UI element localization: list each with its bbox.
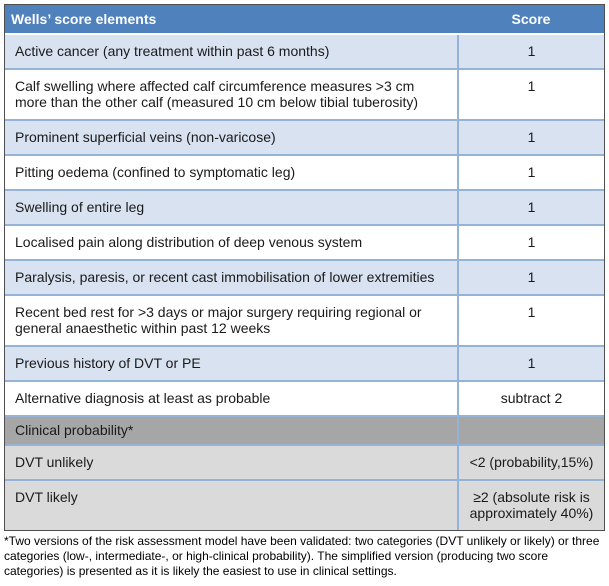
criterion-cell: Previous history of DVT or PE — [5, 345, 459, 382]
criterion-row-alternative-diagnosis: Alternative diagnosis at least as probab… — [5, 380, 604, 417]
wells-score-table: Wells’ score elements Score Active cance… — [5, 5, 604, 530]
score-cell: 1 — [457, 294, 604, 347]
criterion-cell: Recent bed rest for >3 days or major sur… — [5, 294, 459, 347]
section-score-cell — [457, 415, 604, 446]
score-cell: 1 — [457, 119, 604, 156]
score-cell: 1 — [457, 345, 604, 382]
criterion-cell: Localised pain along distribution of dee… — [5, 224, 459, 261]
probability-row-dvt-unlikely: DVT unlikely <2 (probability,15%) — [5, 444, 604, 481]
score-cell: ≥2 (absolute risk is approximately 40%) — [457, 479, 604, 530]
criterion-cell: Active cancer (any treatment within past… — [5, 33, 459, 70]
score-cell: 1 — [457, 33, 604, 70]
score-cell: 1 — [457, 224, 604, 261]
score-cell: 1 — [457, 68, 604, 121]
criterion-row-localised-pain: Localised pain along distribution of dee… — [5, 224, 604, 261]
score-cell: subtract 2 — [457, 380, 604, 417]
section-label-cell: Clinical probability* — [5, 415, 459, 446]
score-cell: 1 — [457, 259, 604, 296]
wells-score-table-frame: Wells’ score elements Score Active cance… — [4, 4, 605, 531]
criterion-cell: DVT unlikely — [5, 444, 459, 481]
criterion-cell: DVT likely — [5, 479, 459, 530]
criterion-row-swelling-entire-leg: Swelling of entire leg 1 — [5, 189, 604, 226]
probability-row-dvt-likely: DVT likely ≥2 (absolute risk is approxim… — [5, 479, 604, 530]
score-cell: 1 — [457, 154, 604, 191]
criterion-cell: Pitting oedema (confined to symptomatic … — [5, 154, 459, 191]
clinical-probability-section-row: Clinical probability* — [5, 415, 604, 446]
score-cell: 1 — [457, 189, 604, 226]
table-header-row: Wells’ score elements Score — [5, 5, 604, 35]
criterion-row-bed-rest: Recent bed rest for >3 days or major sur… — [5, 294, 604, 347]
elements-column-header: Wells’ score elements — [5, 5, 458, 35]
criterion-cell: Paralysis, paresis, or recent cast immob… — [5, 259, 459, 296]
criterion-row-previous-dvt-pe: Previous history of DVT or PE 1 — [5, 345, 604, 382]
criterion-cell: Alternative diagnosis at least as probab… — [5, 380, 459, 417]
criterion-row-calf-swelling: Calf swelling where affected calf circum… — [5, 68, 604, 121]
score-column-header: Score — [458, 5, 604, 35]
criterion-row-active-cancer: Active cancer (any treatment within past… — [5, 33, 604, 70]
criterion-cell: Prominent superficial veins (non-varicos… — [5, 119, 459, 156]
criterion-row-pitting-oedema: Pitting oedema (confined to symptomatic … — [5, 154, 604, 191]
criterion-row-superficial-veins: Prominent superficial veins (non-varicos… — [5, 119, 604, 156]
criterion-row-paralysis: Paralysis, paresis, or recent cast immob… — [5, 259, 604, 296]
criterion-cell: Swelling of entire leg — [5, 189, 459, 226]
score-cell: <2 (probability,15%) — [457, 444, 604, 481]
footnote: *Two versions of the risk assessment mod… — [4, 534, 600, 578]
criterion-cell: Calf swelling where affected calf circum… — [5, 68, 459, 121]
